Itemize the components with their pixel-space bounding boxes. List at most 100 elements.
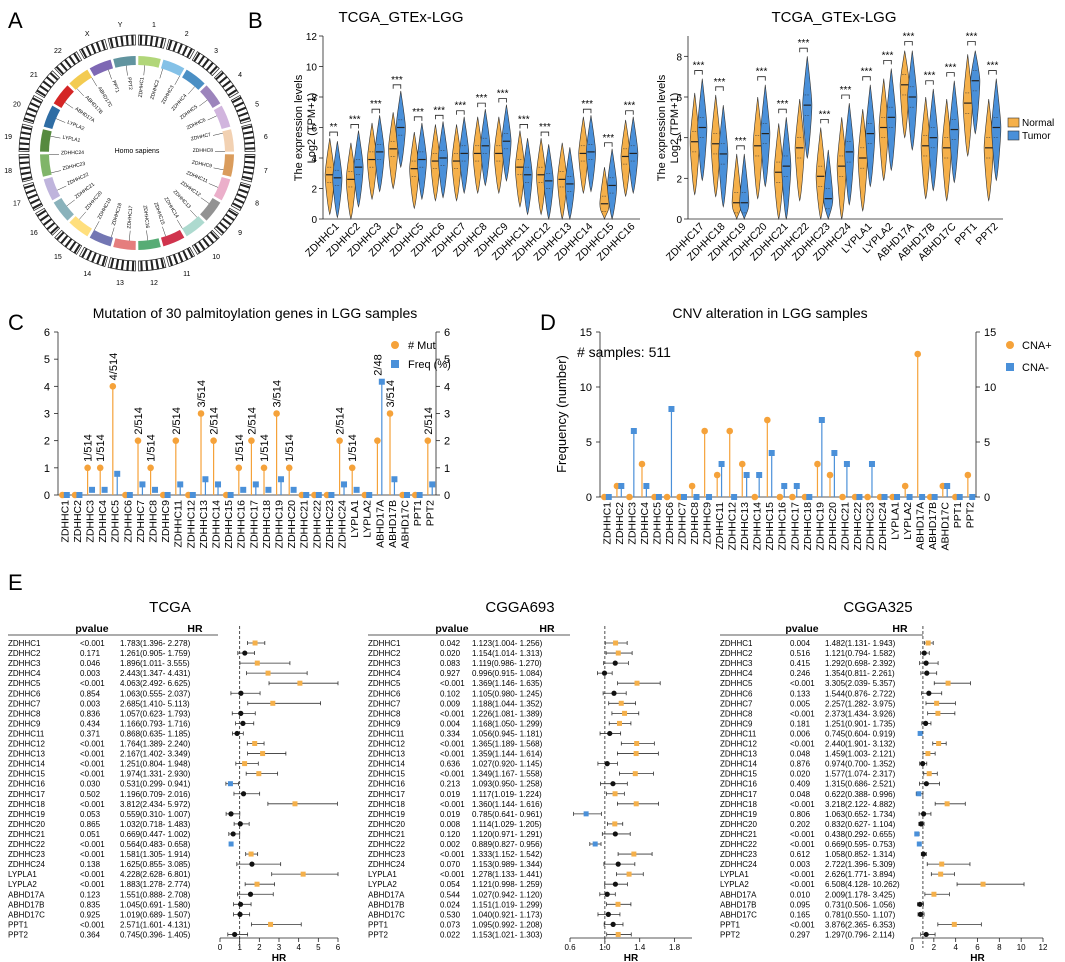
cna-neg-point: [706, 494, 713, 500]
panel-label-e: E: [8, 570, 23, 595]
freq-point: [315, 492, 322, 498]
x-tick-label: ZDHHC20: [827, 502, 839, 551]
forest-hr-text: 1.123(1.004- 1.256): [472, 639, 543, 648]
chromosome-band: [193, 243, 201, 254]
forest-hr-text: 1.027(0.942- 1.120): [472, 890, 543, 899]
forest-gene-name: ZDHHC12: [720, 740, 757, 749]
forest-hr-text: 1.153(1.021- 1.303): [472, 930, 543, 939]
forest-hr-text: 1.063(0.652- 1.734): [825, 810, 896, 819]
violin-tumor: [501, 104, 512, 182]
chromosome-band: [167, 39, 173, 51]
forest-point: [240, 720, 246, 727]
forest-hr-text: 2.440(1.901- 3.132): [825, 740, 896, 749]
forest-gene-name: ZDHHC24: [8, 860, 45, 869]
forest-pvalue: 0.544: [440, 890, 461, 899]
x-tick-label: ZDHHC8: [148, 500, 160, 543]
forest-pvalue: <0.001: [440, 800, 465, 809]
forest-hr-text: 0.669(0.595- 0.753): [825, 840, 896, 849]
chromosome-color-ring: [200, 198, 221, 221]
legend-cna-pos-marker: [1006, 341, 1014, 349]
chromosome-band: [19, 136, 31, 141]
cna-neg-point: [618, 483, 625, 489]
violin-tumor: [459, 116, 470, 195]
chromosome-band: [139, 35, 143, 46]
forest-pvalue: <0.001: [440, 770, 465, 779]
forest-gene-name: ZDHHC12: [8, 740, 45, 749]
violin-normal: [345, 142, 356, 221]
chromosome-band: [243, 165, 255, 170]
mut-count-label: 3/514: [272, 380, 284, 408]
chromosome-band: [56, 231, 65, 241]
gene-link: [207, 115, 217, 121]
forest-point: [248, 851, 254, 857]
forest-pvalue: <0.001: [790, 870, 815, 879]
legend-normal-label: Normal: [1022, 118, 1054, 129]
y-tick-label: 4: [311, 154, 317, 165]
freq-point: [177, 481, 184, 488]
sig-mark: ***: [455, 101, 467, 112]
mut-count-label: 1/514: [347, 434, 359, 462]
violin-tumor: [522, 138, 533, 216]
chromosome-color-ring: [200, 85, 221, 108]
x-tick-label: ZDHHC17: [248, 500, 260, 549]
chromosome-band: [64, 58, 72, 69]
chromosome-band: [23, 184, 35, 190]
x-tick-label: ZDHHC15: [223, 500, 235, 549]
cna-neg-point: [856, 494, 863, 500]
freq-point: [164, 492, 171, 498]
forest-col-pvalue: pvalue: [435, 623, 468, 635]
chromosome-band: [236, 193, 247, 199]
x-tick-label: ZDHHC11: [173, 500, 185, 548]
sig-bracket: [862, 76, 871, 81]
forest-pvalue: 0.006: [790, 729, 811, 738]
forest-gene-name: ZDHHC17: [368, 790, 405, 799]
forest-plots: TCGA pvalue HR ZDHHC1 <0.001 1.783(1.396- 2.2…: [8, 599, 1048, 962]
y-tick-label: 0: [676, 215, 682, 226]
sig-bracket: [540, 131, 550, 137]
forest-point: [265, 670, 271, 676]
y-tick-label-right: 15: [984, 327, 996, 339]
forest-point: [615, 931, 621, 937]
chromosome-label: 8: [255, 201, 259, 208]
chromosome-band: [73, 244, 81, 254]
cna-neg-point: [919, 494, 926, 500]
forest-point: [256, 771, 262, 777]
chromosome-band: [197, 55, 206, 65]
chromosome-band: [100, 39, 106, 51]
chromosome-band: [60, 235, 69, 245]
chromosome-band: [32, 202, 43, 210]
violin-tumor: [907, 50, 918, 151]
forest-hr-text: 1.251(0.804- 1.948): [120, 760, 191, 769]
chromosome-color-ring: [69, 216, 92, 237]
forest-pvalue: 0.202: [790, 820, 811, 829]
violin-tumor: [564, 147, 575, 221]
sig-mark: ***: [714, 77, 726, 88]
forest-gene-name: ZDHHC19: [368, 810, 405, 819]
forest-hr-text: 0.745(0.396- 1.405): [120, 930, 191, 939]
chromosome-label: 20: [13, 101, 21, 108]
forest-pvalue: <0.001: [440, 679, 465, 688]
y-tick-label: 12: [306, 32, 318, 43]
violin-tumor: [374, 115, 385, 193]
sig-bracket: [799, 47, 808, 53]
forest-point: [918, 821, 924, 827]
chromosome-band: [19, 142, 30, 146]
gene-label: ABHD17A: [74, 106, 97, 124]
forest-hr-text: 1.168(1.050- 1.299): [472, 719, 543, 728]
forest-pvalue: <0.001: [440, 740, 465, 749]
forest-x-tick-label: 1: [237, 943, 242, 952]
chromosome-band: [55, 65, 65, 75]
forest-point: [926, 771, 932, 777]
x-tick-label: ZDHHC17: [789, 502, 801, 551]
freq-point: [227, 492, 234, 498]
x-tick-label: ZDHHC1: [601, 502, 613, 545]
chromosome-band: [201, 58, 210, 68]
forest-col-hr: HR: [539, 623, 555, 635]
forest-hr-text: 1.151(1.019- 1.299): [472, 900, 543, 909]
chromosome-band: [209, 231, 219, 241]
legend-cna-pos-label: CNA+: [1022, 340, 1052, 352]
gene-label: ZDHHC24: [61, 150, 84, 156]
sig-mark: ***: [476, 93, 488, 104]
forest-col-pvalue: pvalue: [75, 623, 108, 635]
freq-point: [189, 492, 196, 498]
